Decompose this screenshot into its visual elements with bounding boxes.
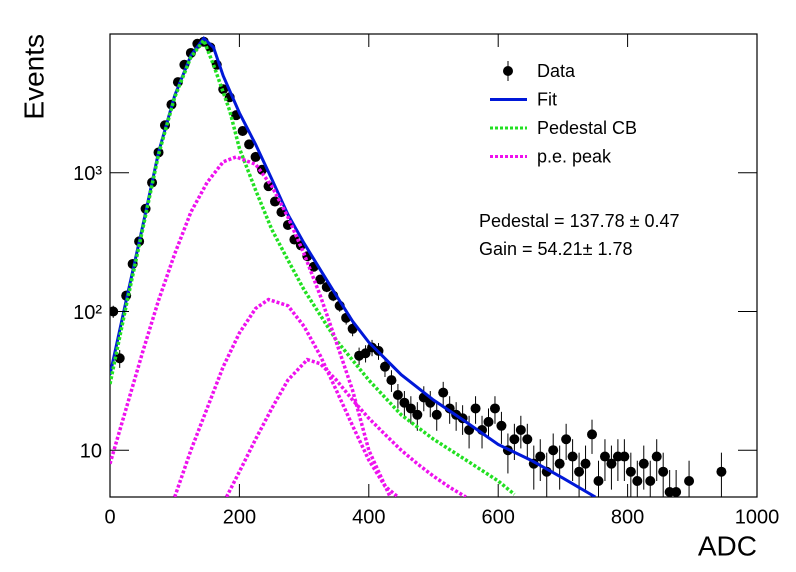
data-point: [250, 151, 261, 162]
data-point: [651, 451, 662, 462]
data-point: [405, 403, 416, 414]
data-point: [392, 390, 403, 401]
y-tick-label: 10³: [73, 163, 102, 185]
data-point: [535, 451, 546, 462]
data-point: [431, 409, 442, 420]
x-tick-label: 800: [611, 506, 644, 528]
data-point: [561, 434, 572, 445]
data-point: [587, 429, 598, 440]
x-tick-label: 1000: [735, 506, 780, 528]
legend-label: Data: [537, 61, 576, 81]
data-point: [567, 451, 578, 462]
legend-label: Fit: [537, 89, 557, 109]
data-point: [399, 397, 410, 408]
plot-area: [110, 36, 727, 497]
annotation: Gain = 54.21± 1.78: [479, 239, 633, 259]
fit-curve: [173, 297, 400, 497]
data-point: [360, 348, 371, 359]
legend-label: p.e. peak: [537, 146, 612, 166]
fit-curve: [110, 36, 516, 496]
data-point: [438, 387, 449, 398]
legend-marker: [503, 66, 513, 76]
legend-label: Pedestal CB: [537, 118, 637, 138]
data-point: [606, 458, 617, 469]
data-point: [315, 274, 326, 285]
data-point: [470, 403, 481, 414]
data-point: [263, 181, 274, 192]
data-point: [483, 416, 494, 427]
data-point: [684, 475, 695, 486]
plot-frame: [109, 33, 758, 498]
data-point: [489, 403, 500, 414]
data-point: [593, 475, 604, 486]
data-point: [574, 466, 585, 477]
data-point: [289, 234, 300, 245]
x-tick-label: 600: [482, 506, 515, 528]
data-point: [645, 475, 656, 486]
data-point: [496, 420, 507, 431]
data-point: [554, 458, 565, 469]
y-axis-label: Events: [18, 34, 49, 120]
annotation: Pedestal = 137.78 ± 0.47: [479, 211, 680, 231]
y-tick-label: 10: [80, 440, 102, 462]
data-point: [638, 458, 649, 469]
x-tick-label: 0: [104, 506, 115, 528]
data-point: [379, 361, 390, 372]
data-point: [599, 451, 610, 462]
data-point: [716, 466, 727, 477]
x-axis-label: ADC: [698, 530, 757, 561]
data-point: [625, 466, 636, 477]
data-point: [548, 445, 559, 456]
x-tick-label: 400: [352, 506, 385, 528]
data-point: [237, 125, 248, 136]
data-point: [412, 409, 423, 420]
y-tick-label: 10²: [73, 302, 102, 324]
x-tick-label: 200: [223, 506, 256, 528]
data-point: [671, 486, 682, 497]
data-point: [244, 139, 255, 150]
data-point: [632, 475, 643, 486]
data-point: [509, 434, 520, 445]
data-point: [522, 434, 533, 445]
fit-curve: [110, 155, 392, 497]
data-point: [386, 375, 397, 386]
data-point: [619, 451, 630, 462]
data-point: [658, 466, 669, 477]
data-point: [114, 353, 125, 364]
data-point: [580, 458, 591, 469]
fit-curve: [224, 357, 467, 497]
data-point: [515, 424, 526, 435]
